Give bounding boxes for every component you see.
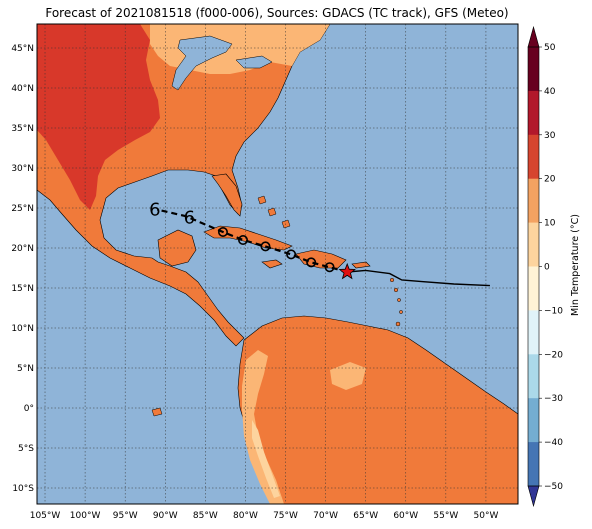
colorbar-tick-label: −20	[544, 350, 563, 360]
colorbar-tick-label: 30	[544, 131, 556, 141]
colorbar-segment	[528, 222, 539, 267]
andes-cold-core	[252, 420, 280, 498]
colorbar: 50 40 30 20 10 0 −10 −20 −30 −40 −50	[527, 25, 563, 508]
colorbar-segment	[528, 310, 539, 355]
colorbar-segment	[528, 47, 539, 92]
colorbar-tick-label: −50	[544, 482, 563, 492]
lat-tick-label: 40°N	[11, 84, 34, 94]
great-lakes	[171, 35, 273, 91]
lon-tick-label: 85°W	[193, 511, 218, 521]
cuba-island	[203, 225, 293, 251]
track-position-marker	[260, 241, 271, 252]
track-position-marker	[306, 257, 317, 268]
tropical-storm-icon: 6	[149, 200, 160, 221]
colorbar-tick-label: 40	[544, 87, 556, 97]
longitude-tick-labels: 105°W 100°W 95°W 90°W 85°W 80°W 75°W 70°W 65°W 60…	[30, 511, 499, 521]
lon-tick-label: 105°W	[30, 511, 61, 521]
map-gridlines	[37, 24, 518, 504]
colorbar-max-extension	[527, 25, 540, 48]
lat-tick-label: 35°N	[11, 124, 34, 134]
lat-tick-label: 45°N	[11, 44, 34, 54]
andes-cool-strip	[242, 350, 284, 504]
lat-tick-label: 10°N	[11, 324, 34, 334]
track-position-marker	[217, 227, 228, 238]
storm-track: 66	[149, 200, 490, 287]
past-track-line	[347, 269, 490, 287]
current-position-star-icon	[338, 262, 356, 280]
map-frame	[36, 23, 519, 505]
lon-tick-label: 90°W	[153, 511, 178, 521]
lat-tick-label: 0°	[24, 404, 34, 414]
colorbar-tick-label: −40	[544, 438, 563, 448]
lat-tick-label: 5°S	[18, 444, 34, 454]
lat-tick-label: 15°N	[11, 284, 34, 294]
latitude-tick-labels: 45°N 40°N 35°N 30°N 25°N 20°N 15°N 10°N 5°N 0° 5°S…	[11, 44, 34, 494]
lon-tick-label: 50°W	[474, 511, 499, 521]
lon-tick-label: 75°W	[273, 511, 298, 521]
colorbar-label: Min Temperature (°C)	[570, 214, 581, 316]
colorbar-segment	[528, 398, 539, 443]
florida-land	[211, 173, 243, 217]
figure-title: Forecast of 2021081518 (f000-006), Sourc…	[45, 6, 509, 20]
jamaica-island	[261, 259, 283, 269]
lon-tick-label: 55°W	[433, 511, 458, 521]
colorbar-min-extension	[527, 485, 540, 508]
colorbar-segment	[528, 442, 539, 487]
lat-tick-label: 25°N	[11, 204, 34, 214]
land-layer	[37, 24, 518, 504]
colorbar-tick-label: 20	[544, 175, 556, 185]
colorbar-segment	[528, 354, 539, 399]
lon-tick-label: 60°W	[393, 511, 418, 521]
interior-hot-zone	[37, 24, 160, 210]
bahamas	[257, 195, 291, 229]
lon-tick-label: 95°W	[113, 511, 138, 521]
colorbar-segment	[528, 90, 539, 136]
lon-tick-label: 65°W	[353, 511, 378, 521]
lat-tick-label: 30°N	[11, 164, 34, 174]
track-position-marker	[238, 235, 249, 246]
lesser-antilles	[389, 277, 403, 327]
colorbar-segment	[528, 134, 539, 180]
guiana-highlands	[330, 362, 366, 390]
lon-tick-label: 80°W	[233, 511, 258, 521]
track-position-marker	[286, 249, 297, 260]
lon-tick-label: 100°W	[70, 511, 101, 521]
hispaniola-island	[295, 249, 347, 269]
colorbar-segment	[528, 178, 539, 224]
colorbar-tick-label: −10	[544, 306, 563, 316]
colorbar-tick-label: −30	[544, 394, 563, 404]
galapagos-islands	[151, 407, 163, 417]
lat-tick-label: 10°S	[12, 484, 34, 494]
lat-tick-label: 5°N	[17, 364, 34, 374]
colorbar-tick-label: 0	[544, 263, 550, 273]
lat-tick-label: 20°N	[11, 244, 34, 254]
colorbar-segment	[528, 266, 539, 311]
colorbar-tick-label: 10	[544, 219, 556, 229]
lon-tick-label: 70°W	[313, 511, 338, 521]
track-position-marker	[324, 262, 335, 273]
tropical-storm-icon: 6	[184, 208, 195, 229]
forecast-track-line	[157, 208, 348, 274]
colorbar-tick-label: 50	[544, 43, 556, 53]
